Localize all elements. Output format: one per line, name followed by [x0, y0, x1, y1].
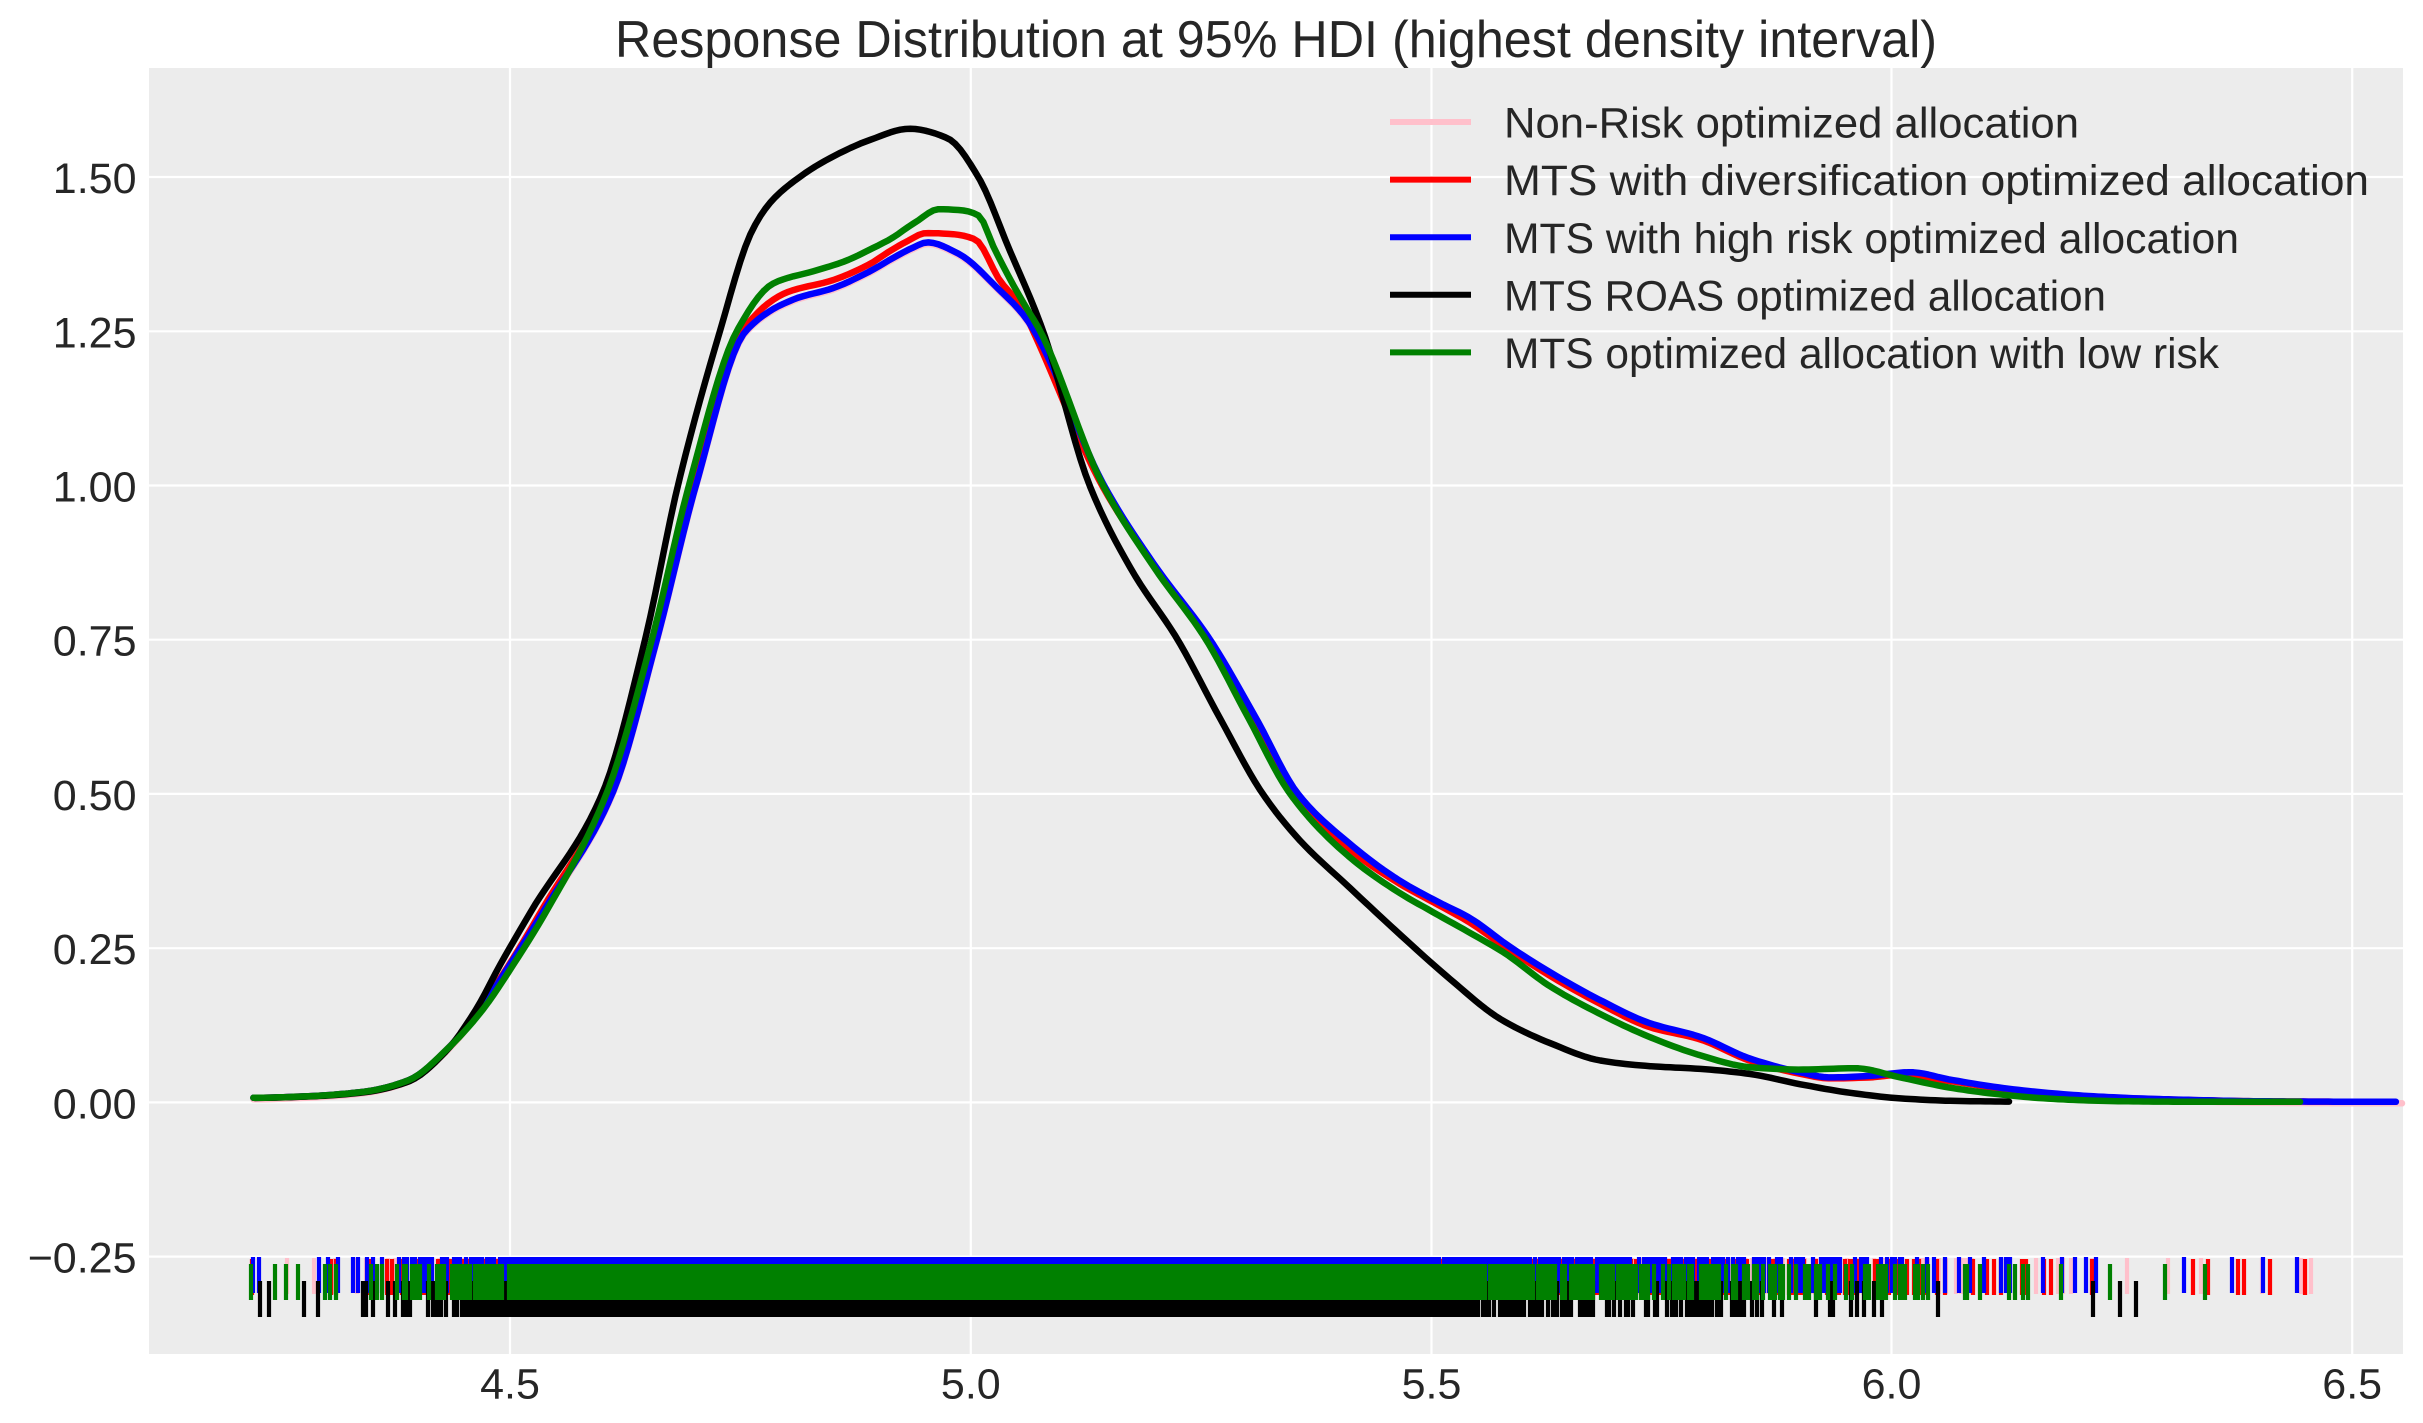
- svg-text:5.0: 5.0: [941, 1361, 1001, 1409]
- svg-text:0.50: 0.50: [53, 772, 137, 820]
- svg-text:1.00: 1.00: [53, 464, 137, 512]
- svg-text:0.25: 0.25: [53, 926, 137, 974]
- svg-text:0.75: 0.75: [53, 618, 137, 666]
- svg-text:−0.25: −0.25: [28, 1235, 137, 1283]
- svg-text:MTS ROAS optimized allocation: MTS ROAS optimized allocation: [1504, 272, 2106, 320]
- svg-text:6.5: 6.5: [2322, 1361, 2382, 1409]
- svg-text:5.5: 5.5: [1402, 1361, 1462, 1409]
- svg-text:4.5: 4.5: [480, 1361, 540, 1409]
- svg-text:MTS with diversification optim: MTS with diversification optimized alloc…: [1504, 157, 2369, 205]
- svg-text:1.50: 1.50: [53, 155, 137, 203]
- svg-text:Non-Risk optimized allocation: Non-Risk optimized allocation: [1504, 100, 2079, 148]
- svg-text:6.0: 6.0: [1862, 1361, 1922, 1409]
- svg-text:MTS optimized allocation with: MTS optimized allocation with low risk: [1504, 330, 2219, 378]
- svg-text:0.00: 0.00: [53, 1080, 137, 1128]
- svg-text:Response Distribution at 95% H: Response Distribution at 95% HDI (highes…: [615, 11, 1937, 69]
- svg-text:MTS with high risk optimized a: MTS with high risk optimized allocation: [1504, 215, 2239, 263]
- svg-text:1.25: 1.25: [53, 309, 137, 357]
